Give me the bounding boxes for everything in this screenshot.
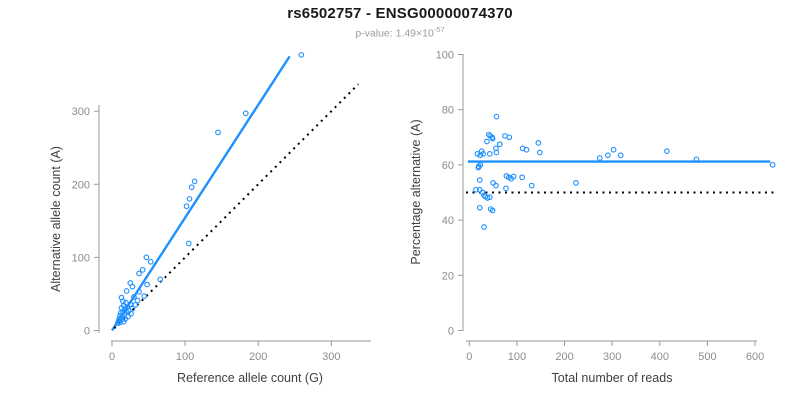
data-point xyxy=(147,258,154,265)
x-tick-label: 600 xyxy=(746,351,764,363)
data-point xyxy=(493,182,499,189)
y-tick-label: 0 xyxy=(448,326,454,338)
data-point xyxy=(144,281,150,288)
data-point xyxy=(136,288,142,295)
regression-line xyxy=(110,55,291,332)
x-axis-title: Reference allele count (G) xyxy=(177,371,323,385)
data-point xyxy=(215,129,221,136)
pvalue-label: p-value: 1.49×10-57 xyxy=(355,25,445,40)
data-point xyxy=(486,151,493,157)
data-point xyxy=(298,52,305,58)
data-point xyxy=(535,139,542,146)
data-point xyxy=(481,192,487,199)
data-point xyxy=(242,110,249,117)
data-point xyxy=(475,164,482,171)
data-point xyxy=(191,178,198,185)
data-point xyxy=(617,152,624,159)
data-point xyxy=(129,283,136,290)
data-point xyxy=(127,301,134,308)
y-tick-label: 40 xyxy=(442,215,454,227)
y-tick-label: 20 xyxy=(442,270,454,282)
data-point xyxy=(519,174,526,181)
page-title: rs6502757 - ENSG00000074370 xyxy=(287,5,513,22)
data-point xyxy=(506,134,513,141)
data-point xyxy=(489,135,496,142)
x-tick-label: 400 xyxy=(651,351,669,363)
data-point xyxy=(139,266,146,273)
data-point xyxy=(186,196,193,202)
data-point xyxy=(183,203,190,210)
x-tick-label: 200 xyxy=(555,351,573,363)
y-tick-label: 300 xyxy=(72,106,90,118)
y-tick-label: 100 xyxy=(72,252,90,264)
data-point xyxy=(480,151,486,157)
y-axis-title: Alternative allele count (A) xyxy=(49,146,63,292)
data-point xyxy=(117,319,123,326)
x-axis-title: Total number of reads xyxy=(552,371,673,385)
data-point xyxy=(132,302,139,308)
data-point xyxy=(131,294,137,300)
data-point xyxy=(605,152,611,159)
y-tick-label: 0 xyxy=(84,326,90,338)
data-point xyxy=(474,151,481,157)
y-tick-label: 100 xyxy=(436,50,454,62)
data-point xyxy=(486,194,493,201)
data-point xyxy=(123,288,130,294)
data-point xyxy=(136,270,142,277)
data-point xyxy=(484,138,490,145)
data-point xyxy=(477,152,484,159)
data-point xyxy=(128,310,134,317)
data-point xyxy=(473,186,479,193)
identity-line xyxy=(113,83,360,330)
data-point xyxy=(490,179,496,186)
data-point xyxy=(476,177,483,183)
data-point xyxy=(596,155,603,161)
data-point xyxy=(610,146,617,153)
data-point xyxy=(489,207,496,214)
x-tick-label: 300 xyxy=(322,351,340,363)
data-point xyxy=(769,162,776,168)
x-tick-label: 0 xyxy=(466,351,472,363)
x-tick-label: 100 xyxy=(176,351,194,363)
x-tick-label: 200 xyxy=(249,351,267,363)
x-tick-label: 300 xyxy=(603,351,621,363)
data-point xyxy=(523,146,530,153)
data-point xyxy=(185,240,192,247)
data-point xyxy=(129,305,136,312)
data-point xyxy=(693,156,700,163)
x-tick-label: 500 xyxy=(698,351,716,363)
y-tick-label: 200 xyxy=(72,179,90,191)
y-tick-label: 80 xyxy=(442,105,454,117)
data-point xyxy=(188,184,195,191)
data-point xyxy=(528,182,535,189)
data-point xyxy=(536,149,543,156)
data-point xyxy=(143,254,150,261)
data-point xyxy=(510,173,517,180)
y-tick-label: 60 xyxy=(442,160,454,172)
data-point xyxy=(493,113,500,120)
data-point xyxy=(496,141,503,148)
data-point xyxy=(481,224,487,230)
data-point xyxy=(141,293,148,299)
data-point xyxy=(664,148,670,154)
data-point xyxy=(503,185,509,192)
data-point xyxy=(125,313,131,320)
x-tick-label: 0 xyxy=(109,351,115,363)
x-tick-label: 100 xyxy=(508,351,526,363)
data-point xyxy=(120,318,127,325)
data-point xyxy=(134,297,141,304)
y-axis-title: Percentage alternative (A) xyxy=(409,119,423,264)
data-point xyxy=(479,189,486,196)
data-point xyxy=(493,149,500,156)
data-point xyxy=(157,276,164,283)
data-point xyxy=(573,179,579,186)
data-point xyxy=(485,131,492,138)
data-point xyxy=(476,204,483,211)
